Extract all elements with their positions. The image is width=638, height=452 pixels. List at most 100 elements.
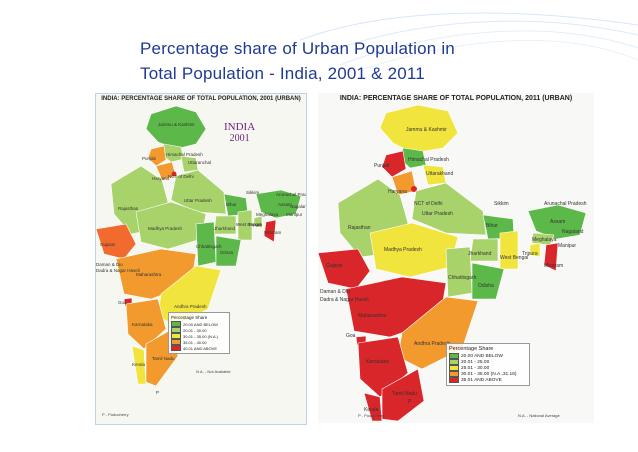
state-label: Tripura [522,251,538,257]
region-odisha [471,262,505,300]
region-gujarat [96,223,137,260]
state-label: Goa [118,300,127,305]
state-label: Himachal Pradesh [408,157,449,163]
legend-item: 35.01 AND ABOVE [449,377,527,383]
legend-label: 20.00 AND BELOW [461,353,503,359]
region-kerala [131,345,147,385]
state-label: Uttarakhand [426,171,454,177]
state-label: Bihar [486,223,498,229]
state-label: Dadra & Nagar Haveli [96,268,140,273]
region-delhi [411,186,417,192]
india-map-2011 [318,104,587,422]
map-2011-footnote-left: P - Puducherry [358,413,385,418]
state-label: NCT of Delhi [414,201,443,207]
state-label: Maharashtra [358,313,387,319]
legend-swatch [449,371,459,377]
map-2001-footnote-right: N.A. - Not Available [196,369,231,374]
legend-label: 30.01 - 35.00 (N.A.) [183,333,219,339]
state-label: Jammu & Kashmir [158,122,195,127]
state-label: Andhra Pradesh [414,341,451,347]
state-label: Manipur [558,243,577,249]
slide-title-line-1: Percentage share of Urban Population in [140,39,455,58]
legend-item: 30.01 - 35.00 (N.A.,31.16) [449,371,527,377]
state-label: Gujarat [100,242,115,247]
map-2001-header: INDIA: PERCENTAGE SHARE OF TOTAL POPULAT… [101,96,301,102]
state-label: Chhattisgarh [196,244,222,249]
state-label: Kerala [132,362,146,367]
region-tamil-nadu [381,368,425,422]
region-northeast [255,189,302,219]
region-punjab [147,145,167,167]
state-label: Madhya Pradesh [148,226,183,231]
state-label: Orissa [220,250,234,255]
region-northeast [527,204,587,240]
region-mizoram [543,242,559,272]
state-label: Punjab [374,163,390,169]
state-label: Odisha [478,283,494,289]
map-2011-panel: INDIA: PERCENTAGE SHARE OF TOTAL POPULAT… [318,93,594,423]
year-tag-country: INDIA [224,121,256,133]
region-punjab [381,150,407,178]
legend-item: 20.01 - 30.00 [171,327,227,333]
state-label: Bihar [226,202,237,207]
state-label: Jammu & Kashmir [406,127,447,133]
map-2001-year-tag: INDIA 2001 [224,121,255,144]
state-label: Karnataka [132,322,153,327]
state-label: Punjab [142,156,157,161]
region-jharkhand [213,215,237,235]
state-label: P [408,399,412,405]
region-uttar-pradesh [170,169,227,215]
state-label: Daman & Diu [96,262,123,267]
state-label: Assam [550,219,566,225]
state-label: Haryana [388,189,407,195]
legend-swatch [449,377,459,383]
state-label: Jharkhand [214,226,236,231]
state-label: Himachal Pradesh [166,152,203,157]
state-label: Uttar Pradesh [184,198,212,203]
state-label: Meghalaya [256,212,279,217]
state-label: Rajasthan [348,225,371,231]
legend-swatch [171,333,181,339]
state-label: Arunachal Pradesh [544,201,587,207]
state-label: Maharashtra [136,272,162,277]
state-label: Jharkhand [468,251,492,257]
legend-swatch [449,365,459,371]
map-2011-header: INDIA: PERCENTAGE SHARE OF TOTAL POPULAT… [339,95,573,102]
state-label: West Bengal [500,255,529,261]
legend-item: 20.00 AND BELOW [171,321,227,327]
state-label: Tamil Nadu [392,391,418,397]
state-label: Kerala [364,407,379,413]
state-label: Andhra Pradesh [174,304,207,309]
legend-label: 20.01 - 30.00 [183,327,207,333]
legend-swatch [449,353,459,359]
state-label: Karnataka [366,359,389,365]
state-label: Meghalaya [532,237,557,243]
legend-label: 25.01 - 30.00 [461,365,490,371]
region-uttar-pradesh [411,182,487,236]
state-label: Tripura [248,222,263,227]
state-label: Chhattisgarh [448,275,477,281]
legend-label: 20.00 AND BELOW [183,321,218,327]
legend-label: 35.01 AND ABOVE [461,377,502,383]
india-map-2001 [96,105,302,387]
slide-title: Percentage share of Urban Population in … [140,36,560,86]
legend-title: Percentage Share [449,346,494,352]
state-label: Daman & Diu [320,289,350,295]
state-label: Nagaland [290,204,307,209]
region-gujarat [318,248,371,290]
region-tripura [529,242,541,258]
state-label: Tamil Nadu [152,356,175,361]
legend-item: 25.01 - 30.00 [449,365,527,371]
legend-title: Percentage Share [171,315,208,320]
decorative-swoosh [300,12,638,70]
region-delhi [171,171,177,177]
legend-swatch [171,339,181,345]
map-2001-footnote-left: P - Puducherry [102,412,129,417]
region-west-bengal [237,209,253,241]
state-label: NCT of Delhi [168,174,194,179]
state-label: P [156,390,160,395]
region-jammu-kashmir [379,104,459,154]
state-label: Gujarat [326,263,343,269]
map-2001-panel: INDIA: PERCENTAGE SHARE OF TOTAL POPULAT… [95,93,307,425]
map-2011-footnote-right: N.A. - National Average [518,413,560,418]
